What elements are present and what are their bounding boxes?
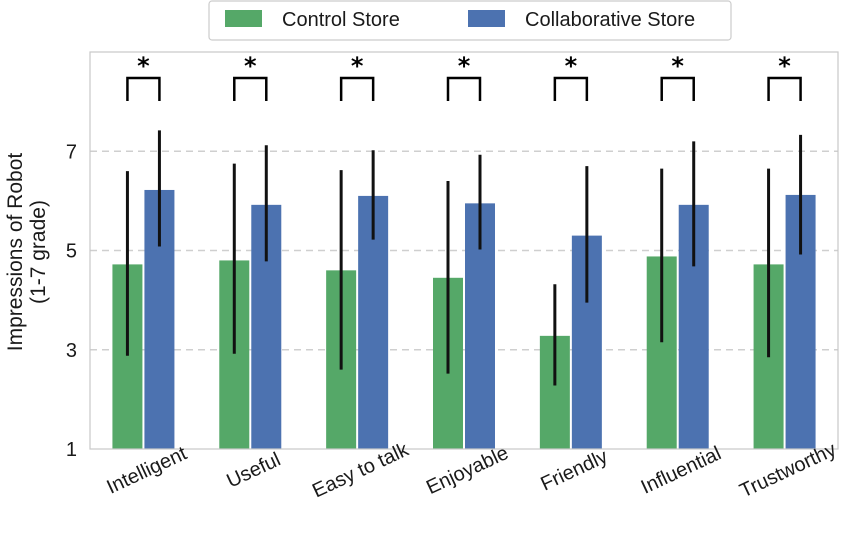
- legend-swatch-control: [225, 10, 262, 27]
- significance-bracket-0: [126, 76, 161, 101]
- y-axis-title: Impressions of Robot (1-7 grade): [4, 153, 50, 352]
- significance-star-3: *: [458, 52, 471, 80]
- y-tick-label: 1: [66, 439, 77, 461]
- legend-label-control: Control Store: [282, 9, 400, 31]
- x-tick-label: Enjoyable: [423, 442, 512, 499]
- bars: [112, 189, 816, 449]
- x-tick-label: Friendly: [537, 446, 611, 496]
- significance-star-4: *: [565, 52, 578, 80]
- plot-frame: [89, 51, 839, 450]
- y-tick-labels: 1 3 5 7: [66, 141, 77, 461]
- significance-bracket-1: [233, 76, 268, 101]
- x-tick-label: Influential: [638, 442, 725, 498]
- significance-bracket-4: [553, 76, 589, 101]
- legend-swatch-collaborative: [468, 10, 505, 27]
- significance-bracket-6: [767, 76, 802, 101]
- legend-label-collaborative: Collaborative Store: [525, 9, 695, 31]
- legend: Control Store Collaborative Store: [208, 0, 732, 41]
- significance-star-2: *: [351, 52, 364, 80]
- x-tick-label: Intelligent: [103, 442, 190, 498]
- significance-markers: * * * * * * *: [126, 52, 802, 101]
- grid-lines: [90, 150, 838, 351]
- significance-star-1: *: [244, 52, 257, 80]
- y-axis-title-line2: (1-7 grade): [27, 200, 50, 304]
- y-tick-label: 7: [66, 141, 77, 163]
- y-tick-label: 5: [66, 241, 77, 263]
- significance-bracket-2: [339, 76, 375, 101]
- significance-star-5: *: [671, 52, 684, 80]
- error-bars: [125, 130, 803, 386]
- x-tick-label: Useful: [223, 449, 284, 493]
- significance-star-6: *: [778, 52, 791, 80]
- y-tick-label: 3: [66, 340, 77, 362]
- significance-bracket-3: [446, 76, 482, 101]
- y-axis-title-line1: Impressions of Robot: [4, 153, 27, 352]
- significance-star-0: *: [137, 52, 150, 80]
- significance-bracket-5: [660, 76, 695, 101]
